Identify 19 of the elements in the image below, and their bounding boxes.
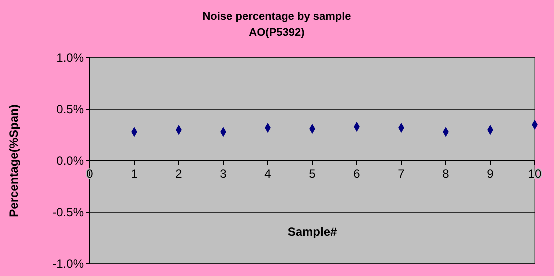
- x-tick-label: 7: [398, 167, 406, 181]
- chart-subtitle: AO(P5392): [249, 27, 306, 39]
- y-tick-label: 0.0%: [56, 154, 84, 168]
- y-tick-label: 1.0%: [56, 51, 84, 66]
- x-tick-label: 5: [309, 167, 316, 181]
- x-axis-title: Sample#: [288, 225, 338, 239]
- chart-title: Noise percentage by sample: [202, 11, 352, 23]
- y-tick-label: -0.5%: [52, 206, 84, 220]
- y-axis-title: Percentage(%Span): [7, 104, 21, 218]
- x-tick-label: 9: [487, 167, 494, 181]
- y-tick-label: -1.0%: [52, 257, 84, 272]
- x-tick-label: 4: [264, 167, 272, 181]
- x-tick-label: 6: [354, 167, 361, 181]
- x-tick-label: 8: [442, 167, 450, 181]
- x-tick-label: 3: [220, 167, 228, 181]
- x-tick-label: 10: [528, 167, 542, 181]
- x-tick-label: 1: [131, 167, 138, 181]
- y-tick-label: 0.5%: [56, 102, 84, 117]
- x-tick-label: 2: [176, 167, 183, 181]
